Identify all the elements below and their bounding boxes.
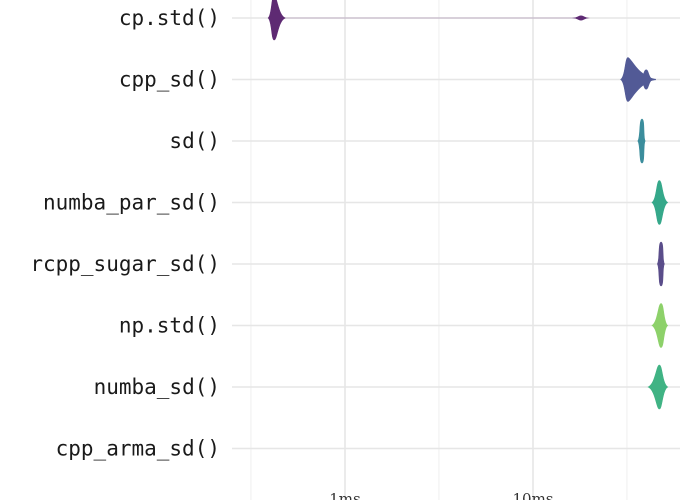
violin-shape bbox=[637, 118, 646, 164]
violin-group bbox=[656, 241, 665, 287]
y-axis-label: sd() bbox=[169, 129, 220, 153]
violin-shape bbox=[620, 57, 656, 102]
violin-layer bbox=[267, 0, 669, 410]
x-tick-label: 1ms bbox=[329, 490, 360, 500]
violin-group bbox=[620, 57, 656, 102]
violin-shape bbox=[267, 0, 286, 41]
violin-group bbox=[651, 180, 669, 225]
y-axis-label: numba_sd() bbox=[94, 375, 220, 399]
y-axis-label: numba_par_sd() bbox=[43, 191, 220, 215]
violin-shape bbox=[651, 180, 669, 225]
violin-group bbox=[637, 118, 646, 164]
violin-secondary-mode bbox=[639, 69, 654, 90]
violin-group bbox=[267, 0, 590, 41]
y-axis-label: cp.std() bbox=[119, 6, 220, 30]
violin-shape bbox=[651, 303, 669, 348]
x-tick-label: 10ms bbox=[512, 490, 553, 500]
violin-outlier bbox=[571, 15, 590, 21]
grid-layer bbox=[232, 0, 680, 500]
y-axis-label: cpp_arma_sd() bbox=[56, 437, 220, 461]
y-axis-label: np.std() bbox=[119, 314, 220, 338]
violin-group bbox=[651, 303, 669, 348]
y-axis-label: cpp_sd() bbox=[119, 68, 220, 92]
x-axis-ticks: 1ms 10ms bbox=[329, 490, 553, 500]
y-axis-labels: cp.std() cpp_sd() sd() numba_par_sd() rcpp_s… bbox=[30, 6, 220, 461]
y-axis-label: rcpp_sugar_sd() bbox=[30, 252, 220, 276]
violin-shape bbox=[656, 241, 665, 287]
violin-shape bbox=[647, 364, 669, 410]
violin-group bbox=[647, 364, 669, 410]
